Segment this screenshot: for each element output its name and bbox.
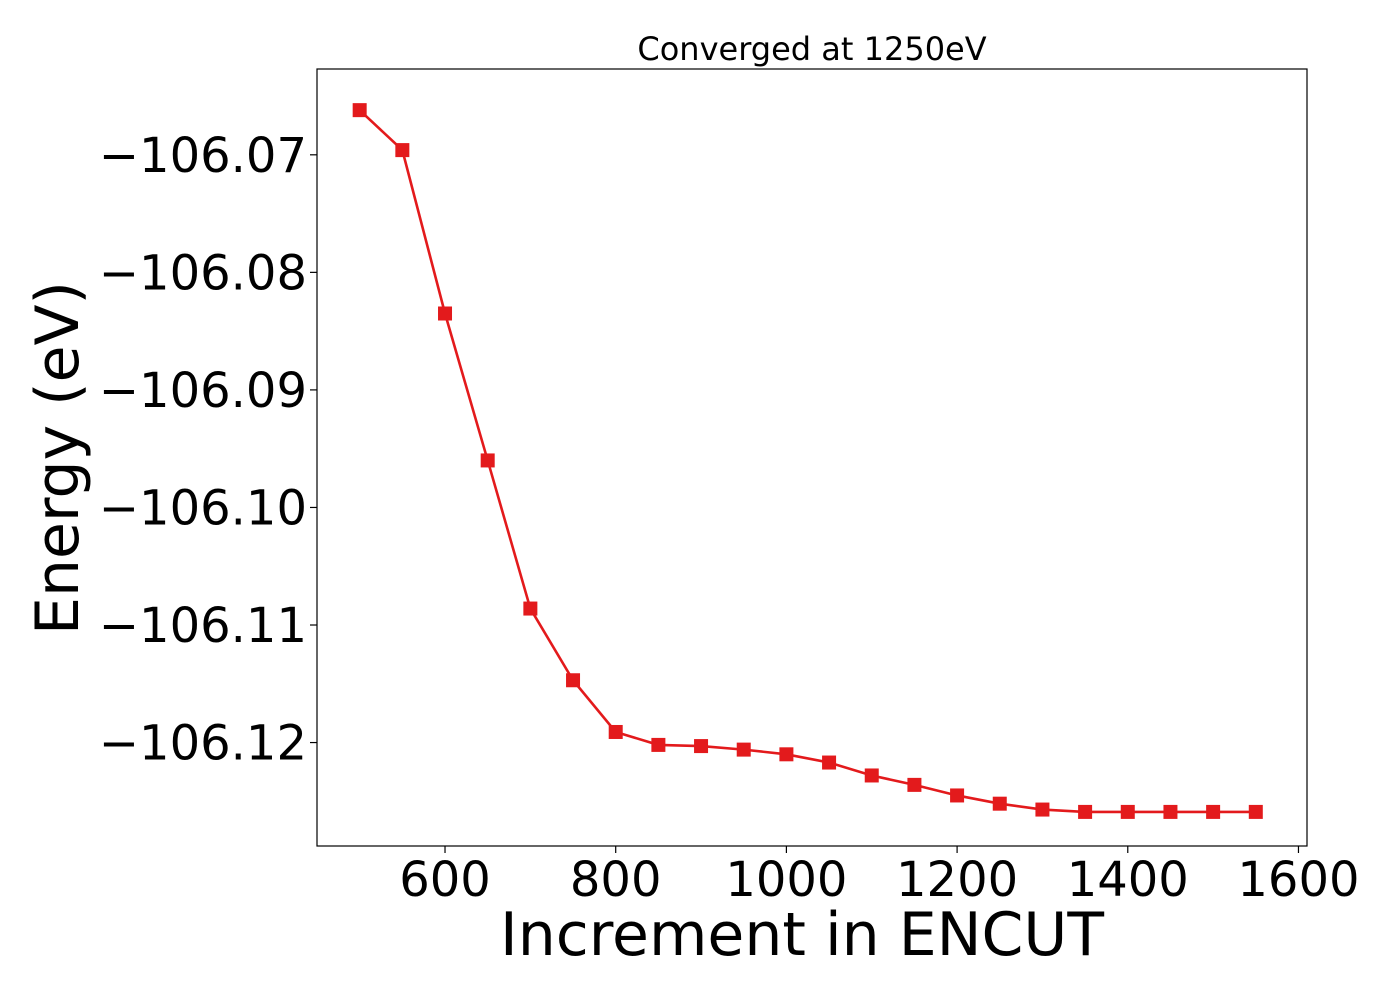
data-point-marker [992,796,1007,811]
data-point-marker [736,742,751,757]
data-point-marker [352,103,367,118]
y-tick-label: −106.09 [99,363,307,419]
data-point-marker [864,768,879,783]
data-point-marker [395,143,410,158]
data-point-marker [566,673,581,688]
x-tick-label: 1000 [725,852,847,908]
y-tick-label: −106.08 [99,245,307,301]
data-point-marker [480,453,495,468]
x-tick-label: 1400 [1067,852,1189,908]
data-point-marker [608,724,623,739]
x-tick-label: 1600 [1237,852,1359,908]
data-point-marker [1035,802,1050,817]
x-tick-label: 1200 [896,852,1018,908]
chart-title: Converged at 1250eV [637,30,986,68]
data-point-marker [950,788,965,803]
data-point-marker [438,306,453,321]
y-axis-label: Energy (eV) [23,281,93,635]
data-point-marker [1120,804,1135,819]
data-point-marker [1078,804,1093,819]
x-axis: 600 800 1000 1200 1400 1600 [399,846,1360,908]
data-point-marker [907,777,922,792]
data-point-marker [1248,804,1263,819]
y-tick-label: −106.12 [99,716,307,772]
plot-area-frame [316,68,1308,847]
y-tick-label: −106.11 [99,598,307,654]
x-tick-label: 800 [570,852,662,908]
series-line [358,109,1256,814]
data-point-marker [779,747,794,762]
x-tick-label: 600 [399,852,491,908]
data-point-marker [651,737,666,752]
data-point-marker [523,601,538,616]
y-tick-label: −106.10 [99,480,307,536]
data-point-marker [1163,804,1178,819]
x-axis-label: Increment in ENCUT [500,900,1104,970]
data-point-marker [1206,804,1221,819]
data-point-marker [694,739,709,754]
y-axis: −106.07 −106.08 −106.09 −106.10 −106.11 −106.… [99,128,317,772]
data-series [352,103,1263,819]
y-tick-label: −106.07 [99,128,307,184]
data-point-marker [822,755,837,770]
